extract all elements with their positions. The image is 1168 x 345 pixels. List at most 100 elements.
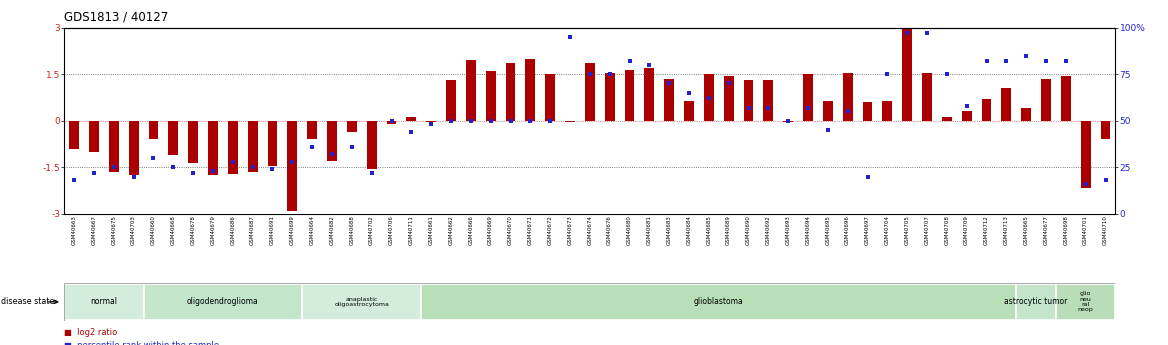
Text: GSM40701: GSM40701 — [1083, 215, 1089, 245]
Text: GSM40666: GSM40666 — [468, 215, 473, 245]
Text: GSM40709: GSM40709 — [965, 215, 969, 245]
Text: GSM40671: GSM40671 — [528, 215, 533, 245]
Text: normal: normal — [90, 297, 118, 306]
Bar — [228, 121, 238, 174]
Text: GSM40667: GSM40667 — [91, 215, 97, 245]
Text: GSM40707: GSM40707 — [925, 215, 930, 245]
Bar — [1041, 79, 1051, 121]
Text: GSM40691: GSM40691 — [270, 215, 274, 245]
Bar — [565, 121, 575, 122]
Bar — [625, 69, 634, 121]
Text: GSM40685: GSM40685 — [707, 215, 711, 245]
Text: GSM40695: GSM40695 — [826, 215, 830, 245]
Text: GSM40697: GSM40697 — [865, 215, 870, 245]
Bar — [1061, 76, 1071, 121]
Bar — [922, 73, 932, 121]
Bar — [422, 284, 1016, 320]
Bar — [109, 121, 119, 172]
Bar — [882, 101, 892, 121]
Bar — [961, 111, 972, 121]
Bar — [1021, 108, 1031, 121]
Bar — [69, 121, 79, 149]
Bar — [426, 121, 436, 122]
Text: anaplastic
oligoastrocytoma: anaplastic oligoastrocytoma — [334, 297, 389, 307]
Bar — [1100, 121, 1111, 139]
Bar — [148, 121, 159, 139]
Text: disease state: disease state — [1, 297, 55, 306]
Bar — [89, 121, 99, 152]
Bar — [506, 63, 515, 121]
Text: GSM40668: GSM40668 — [171, 215, 176, 245]
Bar — [545, 74, 555, 121]
Text: GSM40693: GSM40693 — [786, 215, 791, 245]
Text: GSM40705: GSM40705 — [905, 215, 910, 245]
Text: GSM40713: GSM40713 — [1003, 215, 1009, 245]
Bar — [327, 121, 336, 161]
Bar — [843, 73, 853, 121]
Text: GSM40704: GSM40704 — [885, 215, 890, 245]
Text: GSM40711: GSM40711 — [409, 215, 413, 245]
Text: GSM40699: GSM40699 — [290, 215, 294, 245]
Text: GSM40662: GSM40662 — [449, 215, 453, 245]
Text: GSM40677: GSM40677 — [1043, 215, 1049, 245]
Bar — [724, 76, 734, 121]
Text: GSM40712: GSM40712 — [983, 215, 989, 245]
Text: oligodendroglioma: oligodendroglioma — [187, 297, 259, 306]
Text: glioblastoma: glioblastoma — [694, 297, 744, 306]
Text: GSM40696: GSM40696 — [846, 215, 850, 245]
Text: GSM40680: GSM40680 — [627, 215, 632, 245]
Bar — [585, 63, 595, 121]
Bar — [684, 101, 694, 121]
Bar — [941, 117, 952, 121]
Text: GSM40690: GSM40690 — [746, 215, 751, 245]
Bar — [526, 59, 535, 121]
Text: GSM40682: GSM40682 — [329, 215, 334, 245]
Text: astrocytic tumor: astrocytic tumor — [1004, 297, 1068, 306]
Text: GSM40698: GSM40698 — [1063, 215, 1069, 245]
Bar — [1016, 284, 1056, 320]
Text: GSM40673: GSM40673 — [568, 215, 572, 245]
Bar — [1056, 284, 1115, 320]
Text: ■  percentile rank within the sample: ■ percentile rank within the sample — [64, 341, 220, 345]
Bar — [303, 284, 422, 320]
Text: GSM40708: GSM40708 — [945, 215, 950, 245]
Bar — [367, 121, 376, 169]
Bar — [605, 73, 614, 121]
Bar — [446, 80, 456, 121]
Bar — [64, 284, 144, 320]
Text: GSM40664: GSM40664 — [310, 215, 314, 245]
Bar — [784, 121, 793, 122]
Text: GSM40694: GSM40694 — [806, 215, 811, 245]
Bar — [862, 102, 872, 121]
Text: GSM40665: GSM40665 — [1023, 215, 1029, 245]
Bar — [248, 121, 258, 172]
Bar — [188, 121, 199, 163]
Bar — [645, 68, 654, 121]
Text: GSM40683: GSM40683 — [667, 215, 672, 245]
Text: GSM40686: GSM40686 — [230, 215, 235, 245]
Bar — [307, 121, 318, 139]
Bar — [168, 121, 179, 155]
Bar — [823, 101, 833, 121]
Text: GSM40678: GSM40678 — [190, 215, 196, 245]
Text: GSM40672: GSM40672 — [548, 215, 552, 245]
Text: GSM40689: GSM40689 — [726, 215, 731, 245]
Bar — [144, 284, 303, 320]
Text: GSM40663: GSM40663 — [71, 215, 77, 245]
Bar — [764, 80, 773, 121]
Bar — [902, 28, 912, 121]
Bar — [406, 117, 416, 121]
Text: GSM40688: GSM40688 — [349, 215, 354, 245]
Bar — [804, 74, 813, 121]
Text: GSM40661: GSM40661 — [429, 215, 433, 245]
Text: ■  log2 ratio: ■ log2 ratio — [64, 328, 118, 337]
Text: GSM40684: GSM40684 — [687, 215, 691, 245]
Text: glio
neu
ral
neop: glio neu ral neop — [1078, 291, 1093, 313]
Bar — [128, 121, 139, 175]
Bar — [1080, 121, 1091, 188]
Text: GSM40675: GSM40675 — [111, 215, 117, 245]
Bar — [387, 121, 396, 125]
Text: GSM40706: GSM40706 — [389, 215, 394, 245]
Bar — [744, 80, 753, 121]
Bar — [486, 71, 495, 121]
